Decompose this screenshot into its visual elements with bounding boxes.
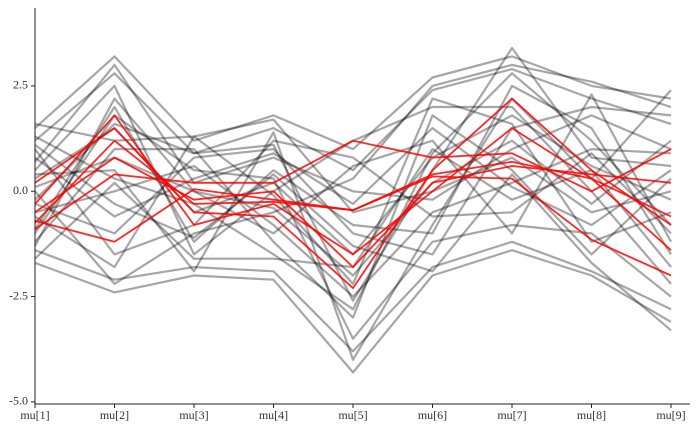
x-tick-label: mu[8] bbox=[577, 408, 606, 422]
x-tick-label: mu[2] bbox=[100, 408, 129, 422]
x-tick-label: mu[1] bbox=[20, 408, 49, 422]
y-tick-label: -5.0 bbox=[9, 394, 28, 408]
divergent-draw bbox=[34, 114, 672, 256]
x-tick-label: mu[3] bbox=[179, 408, 208, 422]
y-tick-label: 2.5 bbox=[13, 78, 28, 92]
draw-line bbox=[34, 240, 672, 353]
draw-line bbox=[34, 127, 672, 227]
draw-line bbox=[34, 105, 672, 256]
draw-line bbox=[34, 68, 672, 172]
draw-line bbox=[34, 55, 672, 151]
divergent-draw bbox=[34, 139, 672, 230]
draw-line bbox=[34, 148, 672, 298]
draw-line bbox=[34, 114, 672, 319]
draw-lines bbox=[34, 46, 672, 374]
draw-line bbox=[34, 72, 672, 311]
draw-line bbox=[34, 89, 672, 361]
x-tick-label: mu[9] bbox=[656, 408, 685, 422]
divergent-draw bbox=[34, 160, 672, 243]
x-tick-label: mu[4] bbox=[259, 408, 288, 422]
x-tick-label: mu[5] bbox=[338, 408, 367, 422]
draw-line bbox=[34, 118, 672, 214]
draw-line bbox=[34, 249, 672, 374]
draw-line bbox=[34, 63, 672, 201]
draw-line bbox=[34, 46, 672, 302]
y-tick-label: 0.0 bbox=[13, 183, 28, 197]
divergent-draw bbox=[34, 97, 672, 289]
draw-line bbox=[34, 63, 672, 285]
draw-line bbox=[34, 114, 672, 340]
divergent-draw bbox=[34, 156, 672, 268]
x-tick-label: mu[7] bbox=[497, 408, 526, 422]
draw-line bbox=[34, 144, 672, 332]
x-tick-label: mu[6] bbox=[418, 408, 447, 422]
draw-line bbox=[34, 93, 672, 247]
y-tick-label: -2.5 bbox=[9, 288, 28, 302]
draw-line bbox=[34, 139, 672, 277]
